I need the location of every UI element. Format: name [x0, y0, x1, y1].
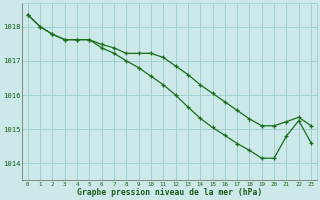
X-axis label: Graphe pression niveau de la mer (hPa): Graphe pression niveau de la mer (hPa)	[77, 188, 262, 197]
